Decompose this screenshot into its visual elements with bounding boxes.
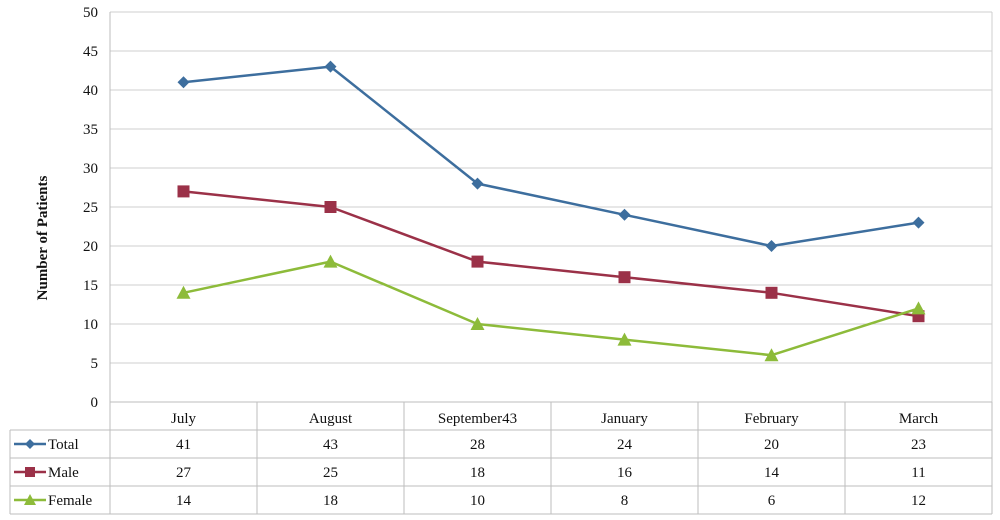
legend-key-marker (25, 467, 35, 477)
data-point-female (470, 317, 485, 330)
x-category-label: March (899, 411, 939, 427)
data-point-total (177, 76, 190, 89)
y-tick-label: 35 (83, 122, 98, 138)
series-line-female (183, 260, 919, 357)
table-value: 18 (470, 465, 485, 481)
table-value: 14 (176, 493, 192, 509)
table-value: 8 (621, 493, 629, 509)
y-tick-label: 30 (83, 161, 98, 177)
series-lines (176, 60, 926, 362)
table-value: 20 (764, 437, 779, 453)
y-tick-label: 20 (83, 239, 98, 255)
data-table: July August September43 January February Marc… (9, 401, 993, 515)
data-point-male (765, 286, 778, 299)
table-value: 43 (323, 437, 338, 453)
y-axis-ticks: 0 5 10 15 20 25 30 35 40 45 50 (83, 5, 98, 411)
table-value: 41 (176, 437, 191, 453)
data-point-female (764, 348, 779, 362)
x-category-label: August (309, 411, 353, 427)
y-tick-label: 25 (83, 200, 98, 216)
y-axis-label: Number of Patients (35, 175, 51, 300)
data-point-female (617, 332, 632, 346)
x-category-label: February (744, 411, 799, 427)
y-tick-label: 10 (83, 317, 98, 333)
data-point-female (176, 285, 191, 299)
data-point-female (323, 254, 338, 268)
y-tick-label: 15 (83, 278, 98, 294)
data-point-male (471, 255, 484, 268)
data-point-total (618, 208, 631, 221)
data-point-female (911, 301, 926, 315)
data-point-total (912, 216, 925, 229)
data-point-total (471, 177, 484, 190)
y-tick-label: 5 (91, 356, 99, 372)
table-value: 14 (764, 465, 780, 481)
grid-lines (109, 11, 993, 403)
table-value: 27 (176, 465, 192, 481)
legend-entry-male: Male (48, 465, 79, 481)
legend-entry-female: Female (48, 493, 92, 509)
y-tick-label: 40 (83, 83, 98, 99)
table-value: 16 (617, 465, 633, 481)
y-tick-label: 50 (83, 5, 98, 21)
table-value: 6 (768, 493, 776, 509)
table-value: 12 (911, 493, 926, 509)
table-value: 25 (323, 465, 338, 481)
table-value: 18 (323, 493, 338, 509)
table-value: 23 (911, 437, 926, 453)
data-point-total (765, 240, 778, 252)
legend-entry-total: Total (48, 437, 79, 453)
series-line-total (183, 65, 919, 248)
table-value: 24 (617, 437, 633, 453)
x-category-label: January (601, 411, 648, 427)
y-tick-label: 0 (91, 395, 99, 411)
series-line-male (183, 190, 919, 318)
x-category-label: July (171, 411, 197, 427)
table-value: 10 (470, 493, 485, 509)
table-value: 28 (470, 437, 485, 453)
data-point-male (177, 185, 190, 198)
y-tick-label: 45 (83, 44, 98, 60)
data-point-male (324, 201, 337, 213)
legend-key-marker (25, 439, 35, 449)
legend-key-marker (24, 494, 36, 505)
data-point-male (618, 271, 631, 284)
data-point-total (324, 60, 337, 73)
table-value: 11 (911, 465, 925, 481)
x-category-label: September43 (438, 411, 517, 427)
